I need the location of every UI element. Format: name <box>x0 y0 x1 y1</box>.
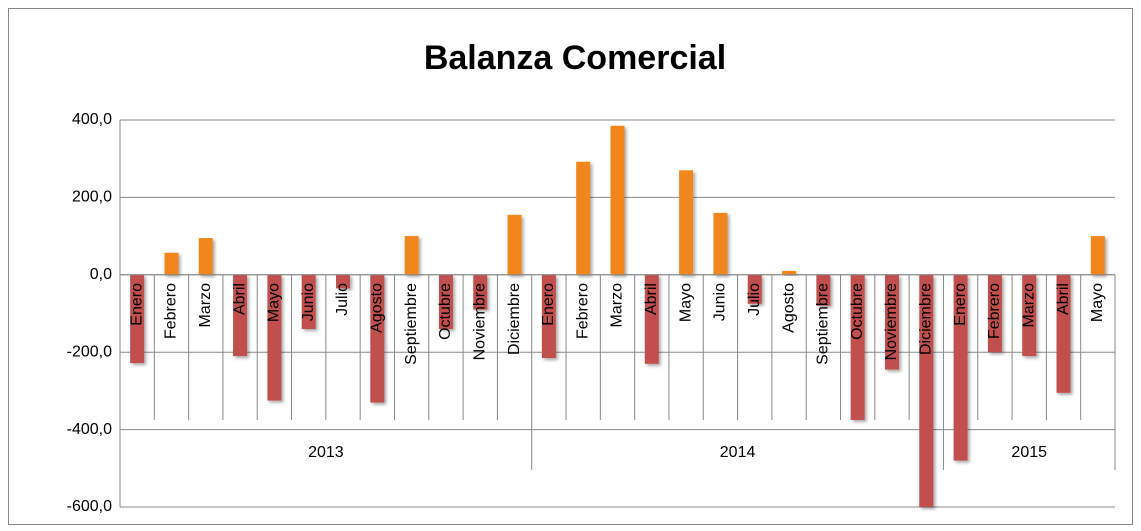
x-tick-label: Julio <box>746 283 763 316</box>
bar <box>164 252 179 275</box>
bar <box>198 238 213 275</box>
x-tick-label: Febrero <box>574 283 591 339</box>
bar <box>713 212 728 275</box>
bar <box>233 274 248 357</box>
bar <box>1056 274 1071 393</box>
group-label: 2015 <box>1011 444 1047 461</box>
x-tick-label: Mayo <box>677 283 694 322</box>
x-tick-label: Abril <box>643 283 660 315</box>
bar <box>919 274 934 507</box>
bar <box>1022 274 1037 357</box>
bar <box>747 274 762 304</box>
chart-border <box>8 8 1133 525</box>
bar <box>267 274 282 401</box>
x-tick-label: Enero <box>540 283 557 326</box>
x-tick-label: Febrero <box>986 283 1003 339</box>
x-tick-label: Mayo <box>1089 283 1106 322</box>
x-tick-label: Agosto <box>369 283 386 333</box>
x-tick-label: Enero <box>952 283 969 326</box>
bar <box>507 214 522 275</box>
bar <box>850 274 865 420</box>
y-tick-label: 400,0 <box>72 111 112 128</box>
y-tick-label: 200,0 <box>72 189 112 206</box>
y-tick-label: 0,0 <box>90 266 112 283</box>
x-tick-label: Diciembre <box>506 283 523 355</box>
x-tick-label: Marzo <box>1020 283 1037 328</box>
x-tick-label: Septiembre <box>815 283 832 365</box>
bar <box>301 274 316 329</box>
bar <box>130 274 145 364</box>
bar <box>438 274 453 329</box>
x-tick-label: Julio <box>334 283 351 316</box>
bar <box>404 236 419 275</box>
group-label: 2013 <box>308 444 344 461</box>
x-tick-label: Junio <box>712 283 729 321</box>
bar <box>370 274 385 403</box>
bar <box>610 125 625 275</box>
x-tick-label: Marzo <box>609 283 626 328</box>
x-tick-label: Febrero <box>163 283 180 339</box>
x-tick-label: Diciembre <box>918 283 935 355</box>
x-tick-label: Enero <box>128 283 145 326</box>
x-tick-label: Octubre <box>849 283 866 340</box>
x-tick-label: Abril <box>1055 283 1072 315</box>
group-label: 2014 <box>720 444 756 461</box>
bar <box>987 274 1002 353</box>
bar <box>473 274 488 310</box>
x-tick-label: Mayo <box>266 283 283 322</box>
y-tick-label: -200,0 <box>67 343 112 360</box>
x-tick-label: Noviembre <box>471 283 488 360</box>
x-tick-label: Septiembre <box>403 283 420 365</box>
bar <box>953 274 968 461</box>
bar <box>644 274 659 364</box>
bar <box>782 270 797 275</box>
y-tick-label: -400,0 <box>67 421 112 438</box>
chart-title: Balanza Comercial <box>424 39 726 77</box>
bar <box>816 274 831 306</box>
bar <box>1090 236 1105 275</box>
x-tick-label: Octubre <box>437 283 454 340</box>
x-tick-label: Junio <box>300 283 317 321</box>
bar <box>336 274 351 289</box>
bar <box>541 274 556 359</box>
y-tick-label: -600,0 <box>67 498 112 515</box>
x-tick-label: Noviembre <box>883 283 900 360</box>
x-tick-label: Agosto <box>780 283 797 333</box>
x-tick-label: Abril <box>231 283 248 315</box>
bar <box>576 161 591 275</box>
bar <box>679 170 694 275</box>
bar <box>884 274 899 370</box>
x-tick-label: Marzo <box>197 283 214 328</box>
